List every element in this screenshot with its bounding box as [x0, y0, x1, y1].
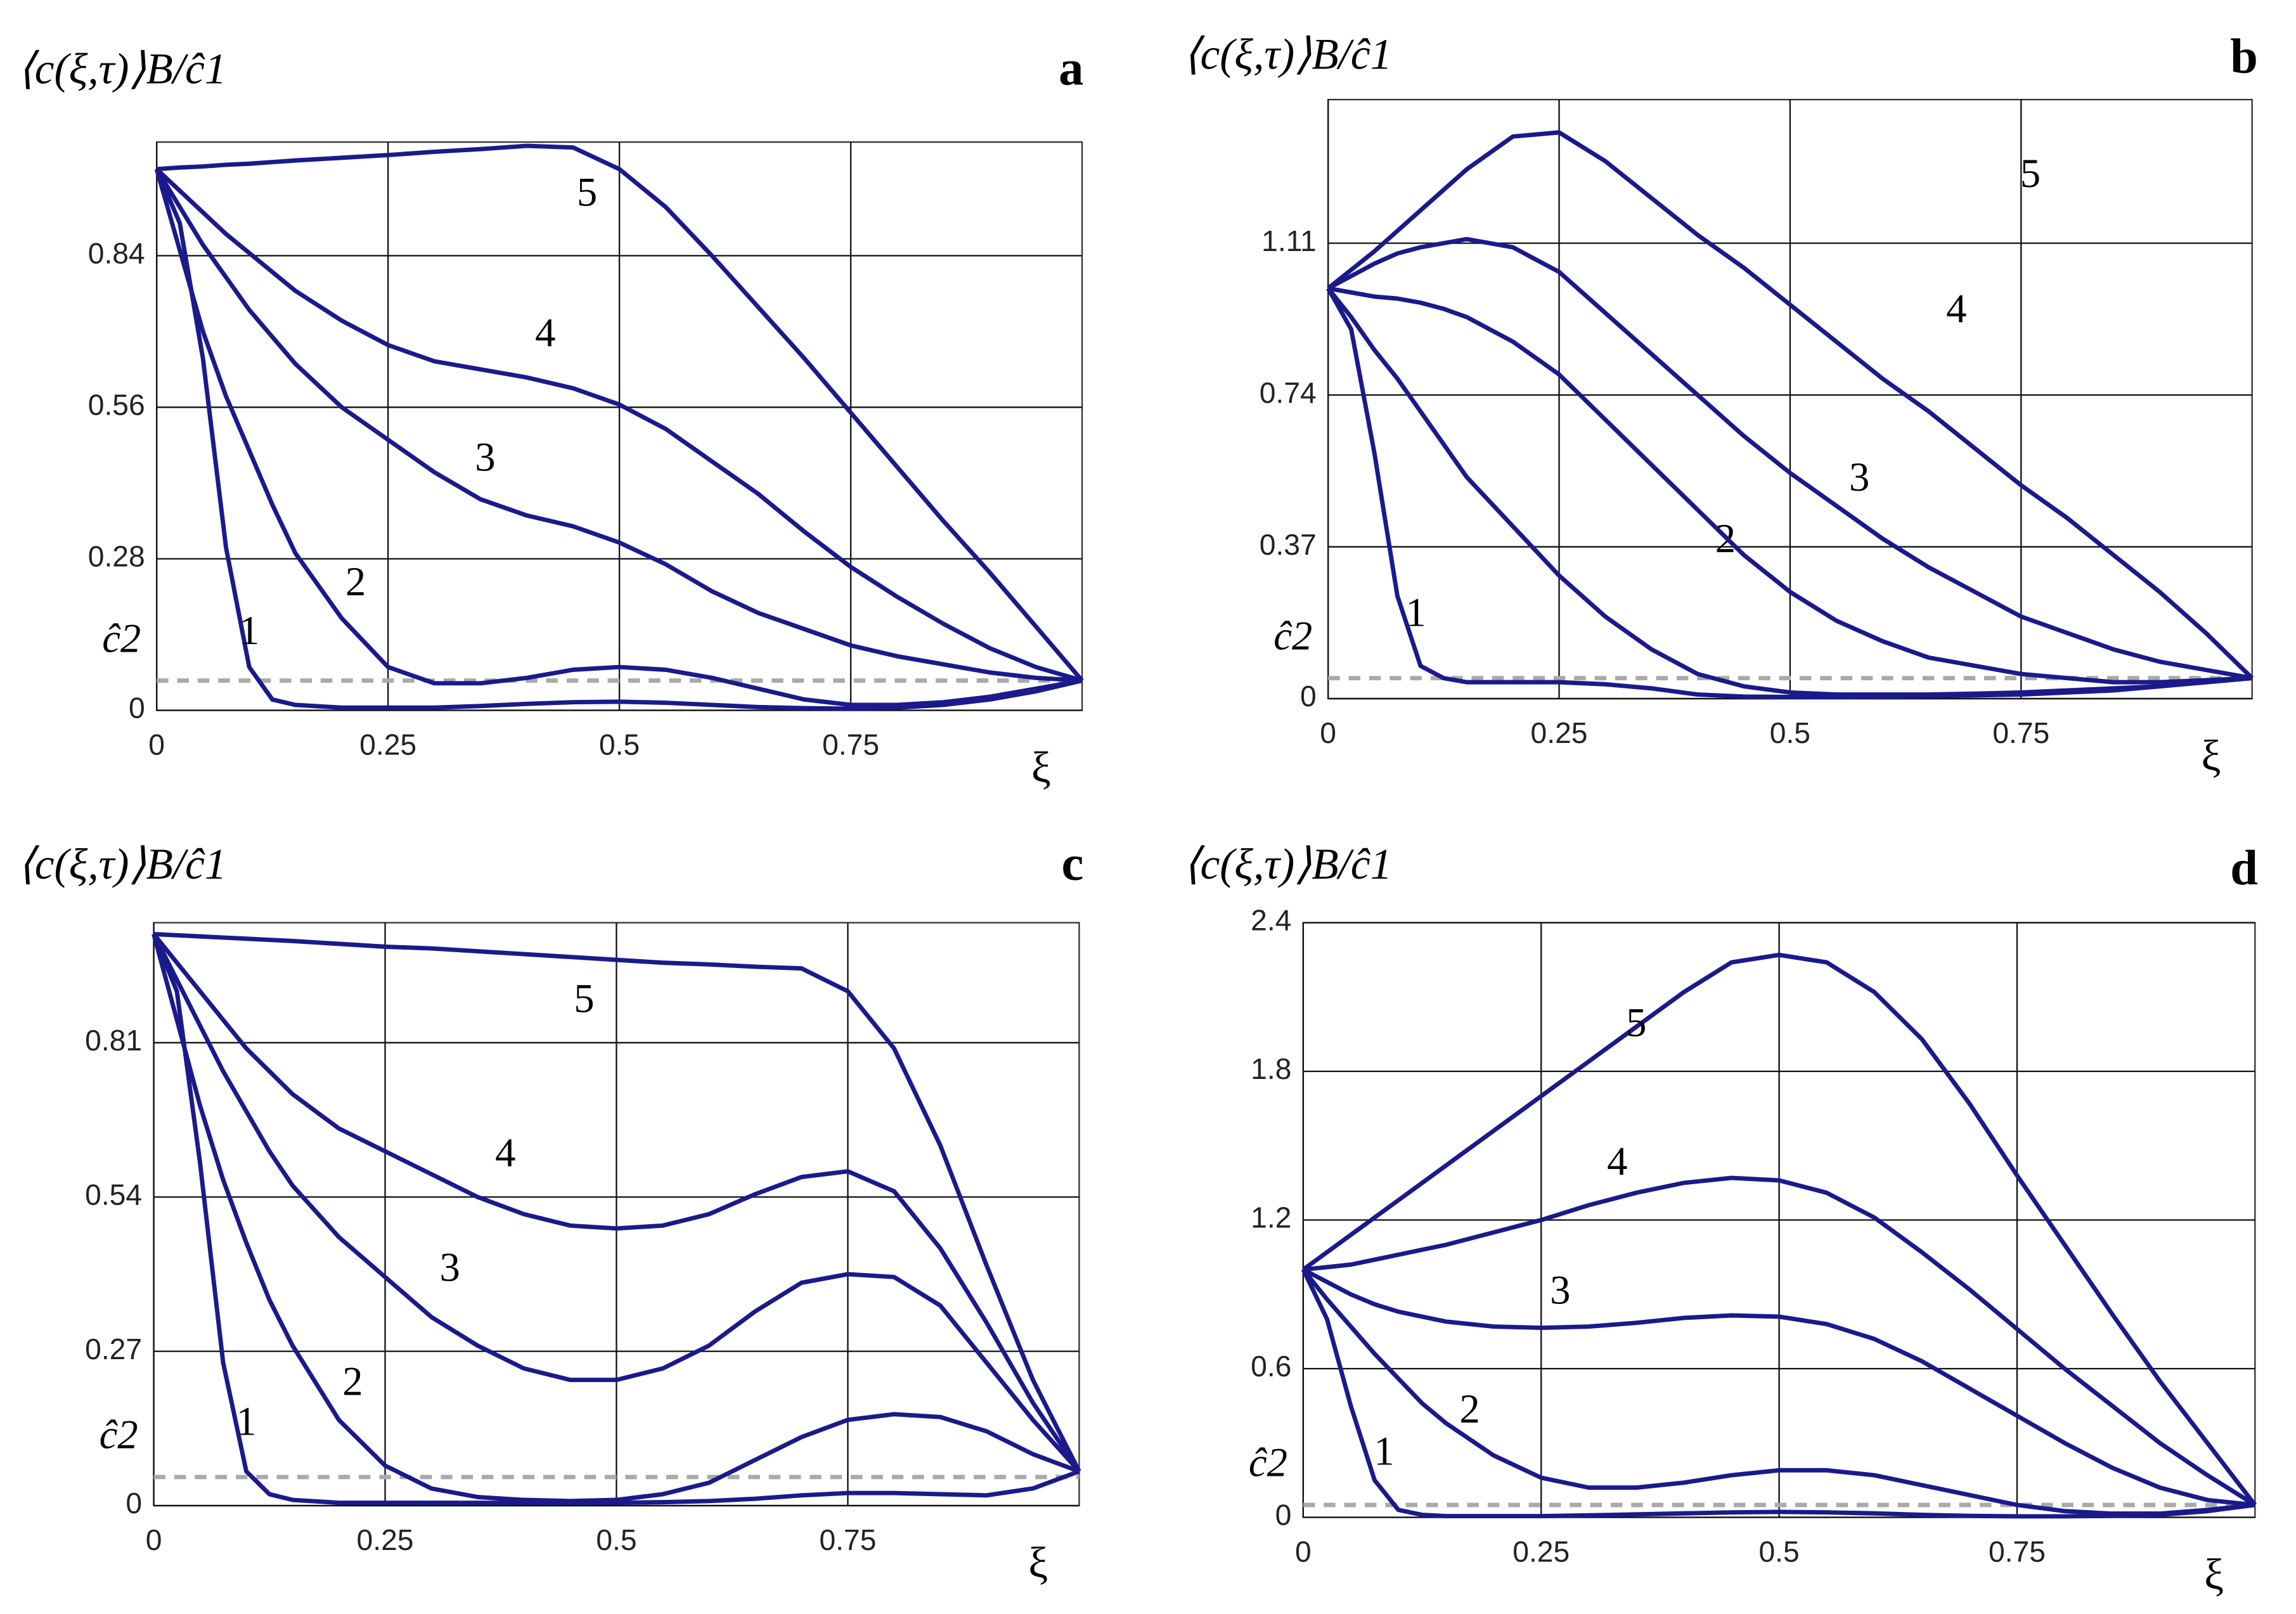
data-line [1326, 287, 2253, 697]
curve-label: 3 [1849, 454, 1869, 500]
y-tick-label: 0 [129, 692, 145, 725]
curve-label: 1 [1405, 589, 1426, 635]
x-tick-label: 0.5 [1758, 1535, 1799, 1568]
panel-label: c [1062, 836, 1084, 891]
x-tick-label: 0 [148, 728, 165, 761]
y-tick-label: 2.4 [1251, 904, 1291, 937]
panel: 0 0.25 0.5 0.75 0 0.27 0.54 0.81 ĉ2 1 2 3 4 5 ⟨c(ξ,τ)⟩… [18, 836, 1084, 1587]
curve-label: 2 [1459, 1386, 1480, 1431]
panel-label: b [2230, 29, 2258, 84]
curve-label: 4 [535, 309, 555, 355]
curve-label: 2 [342, 1359, 363, 1404]
x-tick-label: 0.5 [599, 728, 640, 761]
y-tick-label: 1.2 [1251, 1201, 1291, 1234]
y-tick-label: 1.8 [1251, 1052, 1291, 1085]
x-tick-label: 0 [1320, 716, 1336, 749]
x-tick-label: 0.5 [1770, 716, 1810, 749]
curve-label: 1 [236, 1398, 256, 1444]
y-axis-label: ⟨c(ξ,τ)⟩B/ĉ1 [18, 44, 227, 93]
y-tick-label: 0.84 [88, 237, 145, 270]
curve-label: 5 [577, 169, 597, 214]
x-axis-label: ξ [1031, 742, 1051, 791]
curve-label: 1 [239, 607, 259, 653]
data-line [1301, 1268, 2255, 1516]
curve-label: 4 [495, 1130, 515, 1175]
x-tick-label: 0 [146, 1523, 162, 1556]
y-axis-label: ⟨c(ξ,τ)⟩B/ĉ1 [1183, 29, 1392, 78]
curve-label: 3 [440, 1244, 460, 1289]
reference-label: ĉ2 [102, 615, 141, 661]
panel-label: a [1059, 41, 1083, 96]
data-line [1303, 1175, 2257, 1507]
curve-label: 1 [1374, 1428, 1394, 1474]
curve-label: 5 [1626, 1000, 1646, 1045]
curve-label: 4 [1607, 1138, 1627, 1184]
reference-label: ĉ2 [1249, 1440, 1287, 1485]
data-line [1301, 952, 2257, 1507]
y-tick-label: 0 [1275, 1499, 1292, 1532]
x-tick-label: 0.75 [1989, 1535, 2046, 1568]
data-line [1302, 1267, 2255, 1507]
x-tick-label: 0 [1295, 1535, 1312, 1568]
y-tick-label: 0.37 [1260, 528, 1317, 561]
y-axis-label: ⟨c(ξ,τ)⟩B/ĉ1 [1183, 839, 1392, 888]
x-tick-label: 0.75 [822, 728, 879, 761]
data-line [156, 143, 1084, 682]
y-tick-label: 0.54 [85, 1178, 142, 1211]
curve-label: 5 [574, 976, 594, 1021]
data-line [1327, 286, 2252, 685]
y-tick-label: 0.6 [1251, 1350, 1291, 1383]
data-line [1327, 236, 2253, 681]
reference-label: ĉ2 [100, 1412, 138, 1457]
y-tick-label: 0.74 [1260, 376, 1317, 409]
y-tick-label: 0.28 [88, 540, 145, 573]
panel: 0 0.25 0.5 0.75 0 0.6 1.2 1.8 2.4 ĉ2 1 2 3 4 5 ⟨c(ξ,τ)⟩… [1183, 839, 2258, 1599]
x-tick-label: 0.5 [596, 1523, 636, 1556]
y-tick-label: 0.81 [85, 1024, 142, 1057]
panel-label: d [2230, 840, 2258, 895]
x-axis-label: ξ [1028, 1538, 1048, 1587]
data-line [152, 933, 1081, 1473]
data-line [1326, 130, 2254, 680]
y-tick-label: 0 [126, 1487, 142, 1520]
x-tick-label: 0.25 [1531, 716, 1588, 749]
y-tick-label: 1.11 [1261, 224, 1316, 257]
curve-label: 5 [2020, 150, 2041, 196]
x-axis-label: ξ [2202, 731, 2221, 780]
x-tick-label: 0.25 [357, 1523, 414, 1556]
x-axis-label: ξ [2204, 1549, 2224, 1598]
curve-label: 4 [1946, 285, 1966, 331]
y-tick-label: 0.56 [88, 389, 145, 422]
x-tick-label: 0.25 [1512, 1535, 1570, 1568]
data-line [153, 932, 1081, 1473]
data-line [152, 933, 1080, 1505]
data-line [155, 167, 1083, 683]
curve-label: 3 [1550, 1267, 1570, 1313]
data-line [1301, 1269, 2255, 1519]
x-tick-label: 0.75 [1992, 716, 2049, 749]
y-tick-label: 0 [1300, 680, 1317, 713]
panel: 0 0.25 0.5 0.75 0 0.28 0.56 0.84 ĉ2 1 2 3 4 5 ⟨c(ξ,τ)⟩… [18, 41, 1084, 791]
y-tick-label: 0.27 [85, 1333, 142, 1365]
data-line [154, 168, 1083, 707]
curve-label: 3 [475, 434, 495, 480]
data-line [154, 168, 1083, 711]
panel: 0 0.25 0.5 0.7500.370.741.11ĉ212345⟨c(ξ,τ)⟩… [1183, 29, 2258, 780]
x-tick-label: 0.75 [820, 1523, 877, 1556]
data-line [155, 167, 1083, 683]
reference-label: ĉ2 [1274, 612, 1312, 658]
x-tick-label: 0.25 [359, 728, 416, 761]
data-line [152, 933, 1081, 1473]
data-line [152, 933, 1080, 1504]
curve-label: 2 [345, 558, 366, 604]
y-axis-label: ⟨c(ξ,τ)⟩B/ĉ1 [18, 839, 227, 888]
